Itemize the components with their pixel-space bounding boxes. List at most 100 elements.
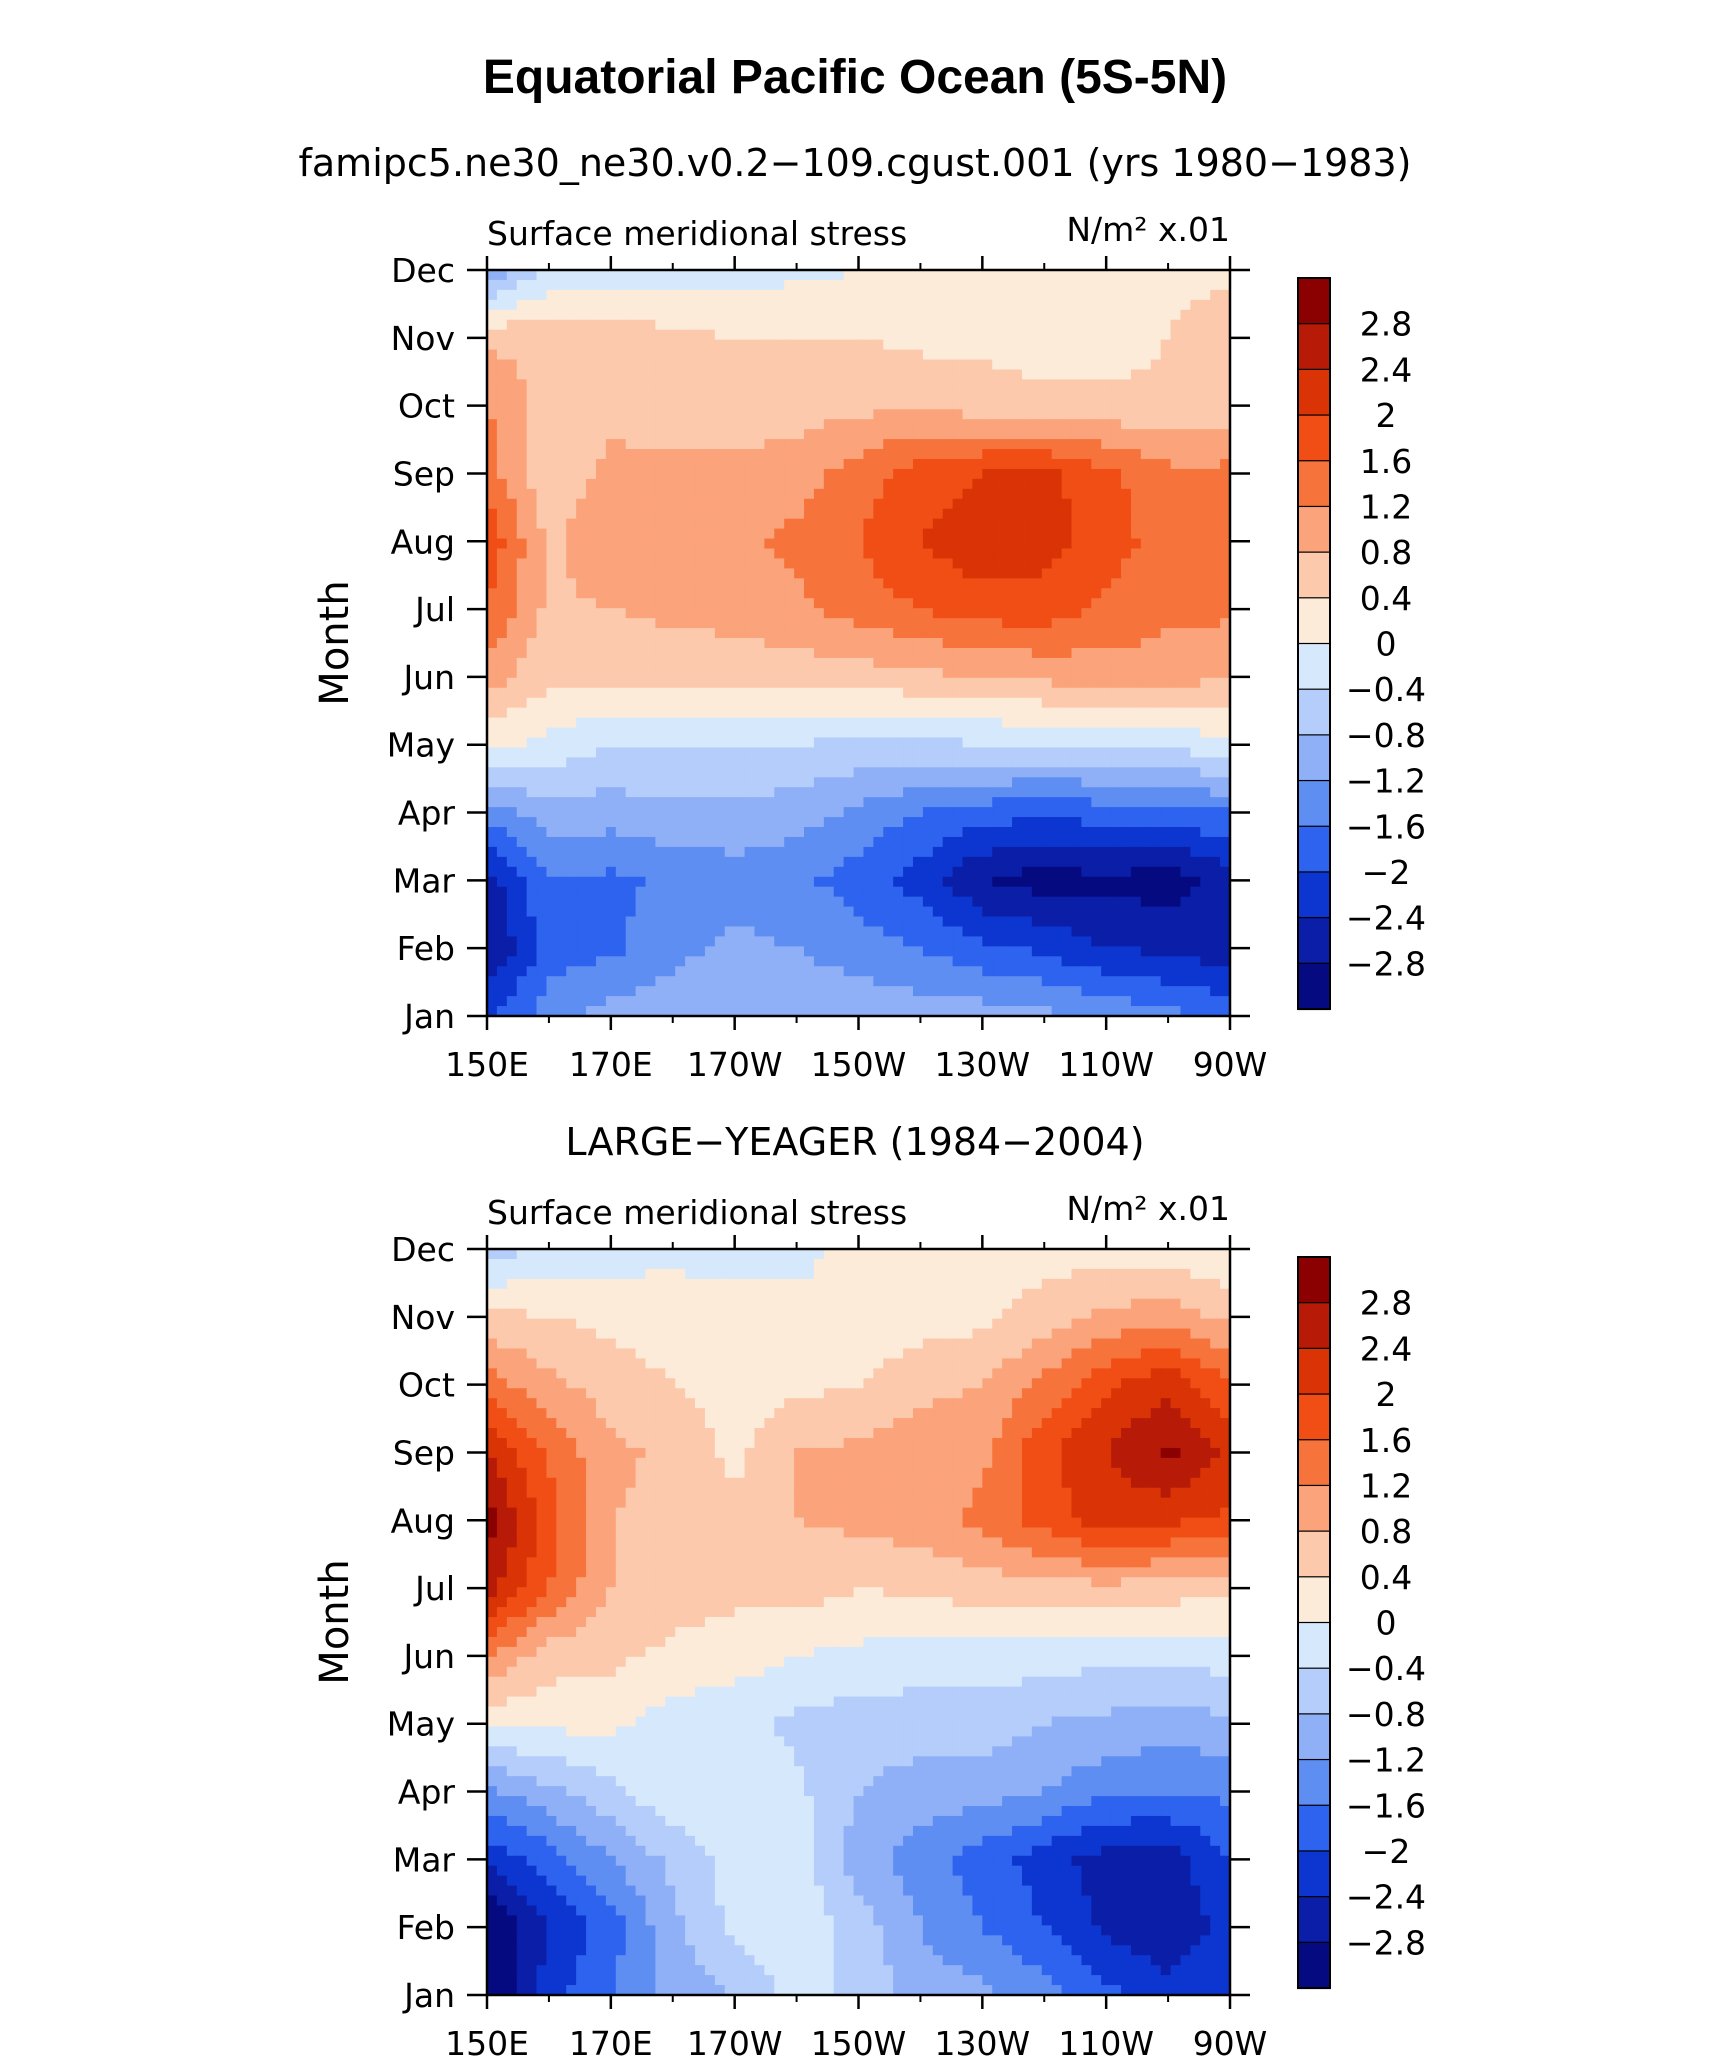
heatmap-cell: [487, 787, 498, 798]
heatmap-cell: [546, 618, 557, 629]
heatmap-cell: [784, 886, 795, 898]
heatmap-cell: [546, 548, 557, 560]
heatmap-cell: [635, 717, 647, 729]
heatmap-cell: [972, 319, 983, 331]
heatmap-cell: [843, 827, 855, 838]
heatmap-cell: [1180, 419, 1191, 430]
heatmap-cell: [685, 787, 696, 798]
heatmap-cell: [496, 309, 508, 321]
heatmap-cell: [903, 478, 914, 490]
heatmap-cell: [873, 777, 884, 788]
heatmap-cell: [1041, 588, 1053, 599]
heatmap-cell: [1200, 747, 1211, 758]
heatmap-cell: [1002, 488, 1013, 500]
heatmap-cell: [1002, 299, 1013, 311]
heatmap-cell: [586, 309, 597, 321]
heatmap-cell: [685, 439, 696, 450]
heatmap-cell: [1160, 797, 1172, 808]
heatmap-cell: [962, 717, 974, 729]
heatmap-cell: [704, 767, 716, 778]
heatmap-cell: [1021, 598, 1033, 609]
heatmap-cell: [823, 737, 835, 749]
heatmap-cell: [932, 827, 944, 838]
heatmap-cell: [1002, 667, 1013, 679]
heatmap-cell: [1170, 449, 1182, 460]
heatmap-cell: [744, 518, 756, 530]
heatmap-cell: [655, 289, 666, 301]
heatmap-cell: [754, 856, 765, 868]
heatmap-cell: [704, 856, 716, 868]
heatmap-cell: [982, 359, 993, 371]
heatmap-cell: [1180, 588, 1191, 599]
heatmap-cell: [1200, 827, 1211, 838]
heatmap-cell: [962, 389, 974, 400]
heatmap-cell: [804, 319, 815, 331]
heatmap-cell: [764, 717, 775, 729]
heatmap-cell: [1170, 458, 1182, 470]
heatmap-cell: [605, 628, 617, 639]
heatmap-cell: [516, 667, 528, 679]
heatmap-cell: [774, 399, 785, 410]
heatmap-cell: [1081, 528, 1092, 540]
heatmap-cell: [1041, 608, 1053, 619]
heatmap-cell: [734, 429, 746, 440]
heatmap-cell: [595, 528, 607, 540]
heatmap-cell: [655, 647, 666, 659]
heatmap-cell: [635, 787, 647, 798]
heatmap-cell: [873, 866, 884, 878]
heatmap-cell: [1111, 638, 1122, 649]
heatmap-cell: [615, 309, 627, 321]
heatmap-cell: [635, 399, 647, 410]
heatmap-cell: [1021, 667, 1033, 679]
heatmap-cell: [1130, 429, 1142, 440]
heatmap-cell: [625, 757, 637, 768]
heatmap-cell: [843, 568, 855, 579]
heatmap-cell: [992, 349, 1003, 361]
heatmap-cell: [942, 916, 954, 928]
heatmap-cell: [1091, 757, 1102, 768]
heatmap-cell: [932, 319, 944, 331]
heatmap-cell: [536, 777, 548, 788]
heatmap-cell: [1081, 578, 1092, 589]
heatmap-cell: [1121, 279, 1132, 291]
heatmap-cell: [794, 598, 805, 609]
heatmap-cell: [794, 866, 805, 878]
heatmap-cell: [566, 359, 577, 371]
heatmap-cell: [516, 458, 528, 470]
heatmap-cell: [1081, 518, 1092, 530]
heatmap-cell: [883, 896, 894, 908]
heatmap-cell: [645, 339, 657, 351]
heatmap-cell: [942, 737, 954, 749]
heatmap-cell: [813, 399, 825, 410]
heatmap-cell: [1101, 856, 1112, 868]
heatmap-cell: [784, 299, 795, 311]
heatmap-cell: [754, 608, 765, 619]
heatmap-cell: [615, 319, 627, 331]
heatmap-cell: [784, 279, 795, 291]
heatmap-cell: [982, 518, 993, 530]
heatmap-cell: [1081, 299, 1092, 311]
heatmap-cell: [1031, 588, 1043, 599]
heatmap-cell: [645, 856, 657, 868]
heatmap-cell: [714, 518, 726, 530]
heatmap-cell: [813, 538, 825, 550]
heatmap-cell: [992, 379, 1003, 390]
heatmap-cell: [1200, 896, 1211, 908]
heatmap-cell: [843, 468, 855, 480]
heatmap-cell: [932, 846, 944, 858]
heatmap-cell: [1210, 578, 1221, 589]
heatmap-cell: [625, 528, 637, 540]
heatmap-cell: [853, 866, 865, 878]
heatmap-cell: [516, 896, 528, 908]
heatmap-cell: [734, 896, 746, 908]
heatmap-cell: [586, 827, 597, 838]
heatmap-cell: [883, 508, 894, 520]
heatmap-cell: [506, 270, 518, 281]
heatmap-cell: [863, 389, 874, 400]
heatmap-cell: [556, 876, 567, 888]
heatmap-cell: [952, 807, 964, 818]
heatmap-cell: [496, 747, 508, 758]
heatmap-cell: [566, 817, 577, 828]
heatmap-cell: [813, 518, 825, 530]
heatmap-cell: [883, 797, 894, 808]
